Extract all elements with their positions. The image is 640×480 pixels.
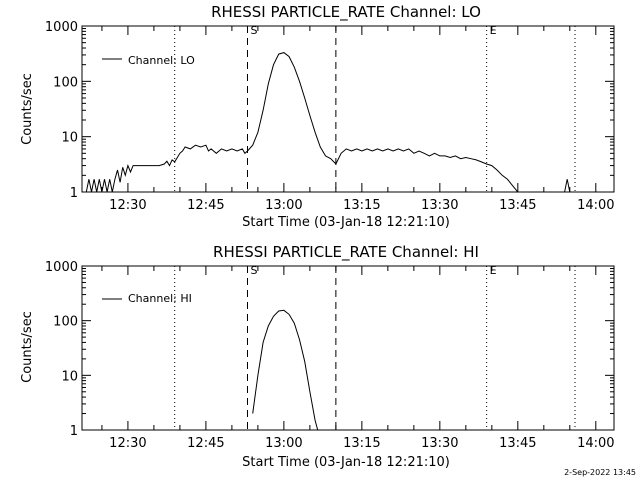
x-tick-label-hi: 13:00 <box>265 436 302 451</box>
ylabel-lo: Counts/sec <box>20 73 35 145</box>
x-tick-label-hi: 13:15 <box>343 436 380 451</box>
y-tick-label-lo: 1000 <box>45 20 78 35</box>
panel-hi: RHESSI PARTICLE_RATE Channel: HI Counts/… <box>20 243 615 470</box>
x-tick-label-lo: 13:00 <box>265 198 302 213</box>
legend-label-hi: Channel: HI <box>128 292 192 305</box>
x-tick-label-lo: 13:45 <box>499 198 536 213</box>
y-tick-label-hi: 100 <box>53 315 78 330</box>
panel-lo: RHESSI PARTICLE_RATE Channel: LO Counts/… <box>20 3 615 230</box>
x-tick-label-lo: 12:30 <box>109 198 146 213</box>
x-tick-label-lo: 13:30 <box>421 198 458 213</box>
x-tick-label-lo: 13:15 <box>343 198 380 213</box>
x-tick-label-hi: 12:30 <box>109 436 146 451</box>
footer-timestamp: 2-Sep-2022 13:45 <box>564 468 636 477</box>
xlabel-lo: Start Time (03-Jan-18 12:21:10) <box>242 215 450 230</box>
x-tick-label-hi: 12:45 <box>187 436 224 451</box>
ylabel-hi: Counts/sec <box>20 311 35 383</box>
x-tick-label-hi: 14:00 <box>577 436 614 451</box>
series-line-lo <box>85 52 571 193</box>
event-marker-label-hi: E <box>490 264 497 277</box>
chart-title-lo: RHESSI PARTICLE_RATE Channel: LO <box>211 3 481 22</box>
chart-title-hi: RHESSI PARTICLE_RATE Channel: HI <box>213 243 479 262</box>
legend-label-lo: Channel: LO <box>128 54 195 67</box>
y-tick-label-hi: 1 <box>70 424 78 439</box>
plot-frame-lo <box>81 25 615 193</box>
x-tick-label-lo: 12:45 <box>187 198 224 213</box>
event-marker-label-hi: S <box>250 264 257 277</box>
event-marker-label-lo: E <box>490 24 497 37</box>
y-tick-label-lo: 100 <box>53 75 78 90</box>
series-line-hi <box>252 309 319 431</box>
y-tick-label-lo: 10 <box>61 131 78 146</box>
y-tick-label-hi: 1000 <box>45 260 78 275</box>
event-marker-label-lo: S <box>250 24 257 37</box>
xlabel-hi: Start Time (03-Jan-18 12:21:10) <box>242 455 450 470</box>
x-tick-label-hi: 13:45 <box>499 436 536 451</box>
x-tick-label-hi: 13:30 <box>421 436 458 451</box>
x-tick-label-lo: 14:00 <box>577 198 614 213</box>
y-tick-label-hi: 10 <box>61 369 78 384</box>
plot-frame-hi <box>81 265 615 431</box>
y-tick-label-lo: 1 <box>70 186 78 201</box>
